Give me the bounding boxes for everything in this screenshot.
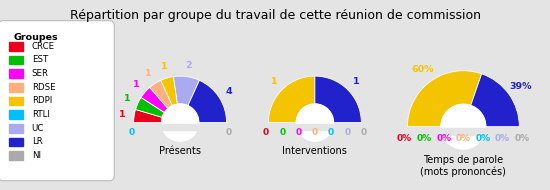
Text: 0: 0 [226,128,232,137]
Text: 0%: 0% [397,135,412,143]
Wedge shape [134,109,162,123]
Wedge shape [150,80,172,108]
Text: Présents: Présents [159,146,201,156]
Text: RDSE: RDSE [32,83,56,92]
Text: Interventions: Interventions [283,146,347,156]
Bar [9,110,23,119]
Polygon shape [134,124,227,130]
Text: 0%: 0% [436,135,452,143]
Text: 0%: 0% [495,135,510,143]
Bar [9,138,23,146]
Bar [9,83,23,92]
Bar [9,97,23,105]
Text: 0: 0 [361,128,367,137]
Text: Temps de parole
(mots prononcés): Temps de parole (mots prononcés) [420,155,507,177]
Circle shape [296,104,333,141]
Text: CRCE: CRCE [32,42,55,51]
Text: 0: 0 [344,128,350,137]
Wedge shape [471,74,519,127]
Text: 0: 0 [328,128,334,137]
Bar [9,151,23,160]
Wedge shape [188,80,227,123]
Wedge shape [141,87,168,112]
Text: SER: SER [32,69,49,78]
Text: Répartition par groupe du travail de cette réunion de commission: Répartition par groupe du travail de cet… [69,9,481,21]
Text: 0: 0 [279,128,285,137]
Bar [9,56,23,64]
Text: NI: NI [32,151,41,160]
Text: 0: 0 [128,128,134,137]
Bar [9,124,23,133]
Bar [9,42,23,51]
Text: UC: UC [32,124,44,133]
Text: 1: 1 [271,77,277,86]
Wedge shape [315,76,361,123]
Text: 4: 4 [226,87,232,96]
Text: RDPI: RDPI [32,96,52,105]
Text: 60%: 60% [411,65,434,74]
Text: 0%: 0% [456,135,471,143]
Text: 0%: 0% [417,135,432,143]
Wedge shape [135,97,164,117]
Polygon shape [268,124,361,130]
Polygon shape [408,128,519,135]
Text: 0: 0 [295,128,301,137]
Circle shape [441,104,486,149]
Wedge shape [173,76,200,106]
Text: Groupes: Groupes [13,33,58,42]
Text: RTLI: RTLI [32,110,50,119]
Text: 1: 1 [161,62,167,71]
Wedge shape [268,76,315,123]
Wedge shape [161,77,178,106]
Wedge shape [408,71,482,127]
Circle shape [162,104,199,141]
Text: EST: EST [32,55,48,64]
Bar [9,69,23,78]
Text: 1: 1 [124,94,130,103]
Text: 0: 0 [312,128,318,137]
Text: 0: 0 [263,128,269,137]
Text: 2: 2 [185,61,192,70]
Text: 0%: 0% [515,135,530,143]
Text: 1: 1 [119,110,126,119]
Text: LR: LR [32,137,42,146]
Text: 0%: 0% [475,135,491,143]
Text: 1: 1 [145,69,152,78]
FancyBboxPatch shape [0,21,114,181]
Text: 39%: 39% [509,82,532,91]
Text: 1: 1 [353,77,359,86]
Text: 1: 1 [133,80,140,89]
